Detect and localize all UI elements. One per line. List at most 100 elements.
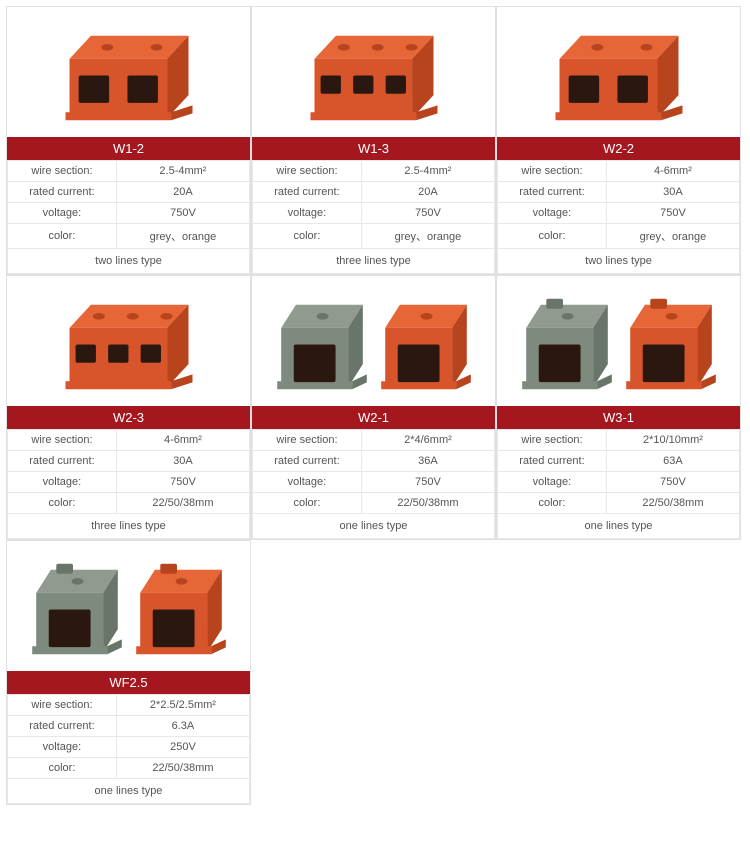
spec-value: 22/50/38mm bbox=[116, 493, 249, 514]
spec-value: 63A bbox=[606, 451, 739, 472]
spec-label: voltage: bbox=[8, 472, 117, 493]
spec-label: wire section: bbox=[8, 161, 117, 182]
spec-row: color:22/50/38mm bbox=[253, 493, 495, 514]
spec-label: color: bbox=[498, 493, 607, 514]
spec-row: voltage:250V bbox=[8, 737, 250, 758]
spec-row: rated current:63A bbox=[498, 451, 740, 472]
spec-table: wire section:2*2.5/2.5mm²rated current:6… bbox=[7, 694, 250, 779]
spec-value: 750V bbox=[606, 472, 739, 493]
spec-label: rated current: bbox=[498, 182, 607, 203]
spec-row: wire section:2*2.5/2.5mm² bbox=[8, 695, 250, 716]
spec-label: rated current: bbox=[253, 451, 362, 472]
product-image bbox=[7, 541, 250, 671]
spec-row: rated current:6.3A bbox=[8, 716, 250, 737]
spec-value: 30A bbox=[116, 451, 249, 472]
spec-label: voltage: bbox=[8, 203, 117, 224]
spec-table: wire section:2*4/6mm²rated current:36Avo… bbox=[252, 429, 495, 514]
spec-row: color:22/50/38mm bbox=[8, 493, 250, 514]
spec-value: grey、orange bbox=[116, 224, 249, 249]
spec-label: wire section: bbox=[498, 161, 607, 182]
spec-value: 2.5-4mm² bbox=[116, 161, 249, 182]
product-model-title: W2-2 bbox=[497, 137, 740, 160]
spec-label: color: bbox=[498, 224, 607, 249]
spec-row: color:grey、orange bbox=[8, 224, 250, 249]
spec-row: rated current:36A bbox=[253, 451, 495, 472]
product-card: W2-3wire section:4-6mm²rated current:30A… bbox=[6, 275, 251, 540]
product-model-title: W1-3 bbox=[252, 137, 495, 160]
type-note: one lines type bbox=[497, 514, 740, 539]
spec-label: rated current: bbox=[8, 182, 117, 203]
spec-row: color:grey、orange bbox=[253, 224, 495, 249]
spec-value: 22/50/38mm bbox=[606, 493, 739, 514]
spec-row: rated current:30A bbox=[8, 451, 250, 472]
spec-label: color: bbox=[8, 493, 117, 514]
product-image bbox=[497, 7, 740, 137]
spec-label: wire section: bbox=[253, 161, 362, 182]
spec-row: color:22/50/38mm bbox=[498, 493, 740, 514]
product-card: W1-3wire section:2.5-4mm²rated current:2… bbox=[251, 6, 496, 275]
product-card: W1-2wire section:2.5-4mm²rated current:2… bbox=[6, 6, 251, 275]
spec-row: wire section:2*4/6mm² bbox=[253, 430, 495, 451]
spec-value: 750V bbox=[361, 472, 494, 493]
product-model-title: W2-3 bbox=[7, 406, 250, 429]
spec-value: 2*2.5/2.5mm² bbox=[116, 695, 249, 716]
product-card: W2-1wire section:2*4/6mm²rated current:3… bbox=[251, 275, 496, 540]
spec-row: voltage:750V bbox=[8, 472, 250, 493]
spec-table: wire section:4-6mm²rated current:30Avolt… bbox=[7, 429, 250, 514]
spec-label: color: bbox=[253, 224, 362, 249]
product-card: W3-1wire section:2*10/10mm²rated current… bbox=[496, 275, 741, 540]
spec-value: grey、orange bbox=[606, 224, 739, 249]
spec-value: 750V bbox=[361, 203, 494, 224]
spec-value: 750V bbox=[116, 472, 249, 493]
product-card: W2-2wire section:4-6mm²rated current:30A… bbox=[496, 6, 741, 275]
spec-label: color: bbox=[8, 224, 117, 249]
product-model-title: WF2.5 bbox=[7, 671, 250, 694]
spec-table: wire section:2.5-4mm²rated current:20Avo… bbox=[7, 160, 250, 249]
spec-label: wire section: bbox=[8, 430, 117, 451]
spec-row: wire section:2*10/10mm² bbox=[498, 430, 740, 451]
product-model-title: W3-1 bbox=[497, 406, 740, 429]
spec-value: 20A bbox=[116, 182, 249, 203]
spec-label: wire section: bbox=[253, 430, 362, 451]
spec-value: 2*4/6mm² bbox=[361, 430, 494, 451]
spec-label: rated current: bbox=[498, 451, 607, 472]
spec-row: wire section:2.5-4mm² bbox=[253, 161, 495, 182]
spec-value: 22/50/38mm bbox=[361, 493, 494, 514]
product-image bbox=[497, 276, 740, 406]
product-image bbox=[7, 276, 250, 406]
type-note: two lines type bbox=[7, 249, 250, 274]
product-model-title: W1-2 bbox=[7, 137, 250, 160]
spec-table: wire section:4-6mm²rated current:30Avolt… bbox=[497, 160, 740, 249]
product-image bbox=[252, 276, 495, 406]
type-note: three lines type bbox=[7, 514, 250, 539]
type-note: one lines type bbox=[7, 779, 250, 804]
spec-label: color: bbox=[253, 493, 362, 514]
spec-row: rated current:30A bbox=[498, 182, 740, 203]
spec-label: rated current: bbox=[8, 716, 117, 737]
spec-table: wire section:2.5-4mm²rated current:20Avo… bbox=[252, 160, 495, 249]
spec-row: color:22/50/38mm bbox=[8, 758, 250, 779]
spec-value: 22/50/38mm bbox=[116, 758, 249, 779]
spec-label: wire section: bbox=[498, 430, 607, 451]
spec-table: wire section:2*10/10mm²rated current:63A… bbox=[497, 429, 740, 514]
type-note: two lines type bbox=[497, 249, 740, 274]
spec-label: voltage: bbox=[498, 203, 607, 224]
product-card: WF2.5wire section:2*2.5/2.5mm²rated curr… bbox=[6, 540, 251, 805]
spec-row: rated current:20A bbox=[8, 182, 250, 203]
spec-value: 250V bbox=[116, 737, 249, 758]
spec-row: wire section:4-6mm² bbox=[8, 430, 250, 451]
spec-label: rated current: bbox=[253, 182, 362, 203]
type-note: one lines type bbox=[252, 514, 495, 539]
spec-value: 6.3A bbox=[116, 716, 249, 737]
spec-value: 2.5-4mm² bbox=[361, 161, 494, 182]
spec-label: voltage: bbox=[253, 203, 362, 224]
spec-row: color:grey、orange bbox=[498, 224, 740, 249]
spec-value: grey、orange bbox=[361, 224, 494, 249]
spec-value: 2*10/10mm² bbox=[606, 430, 739, 451]
spec-label: wire section: bbox=[8, 695, 117, 716]
spec-label: rated current: bbox=[8, 451, 117, 472]
type-note: three lines type bbox=[252, 249, 495, 274]
spec-row: voltage:750V bbox=[8, 203, 250, 224]
spec-value: 750V bbox=[606, 203, 739, 224]
spec-row: rated current:20A bbox=[253, 182, 495, 203]
